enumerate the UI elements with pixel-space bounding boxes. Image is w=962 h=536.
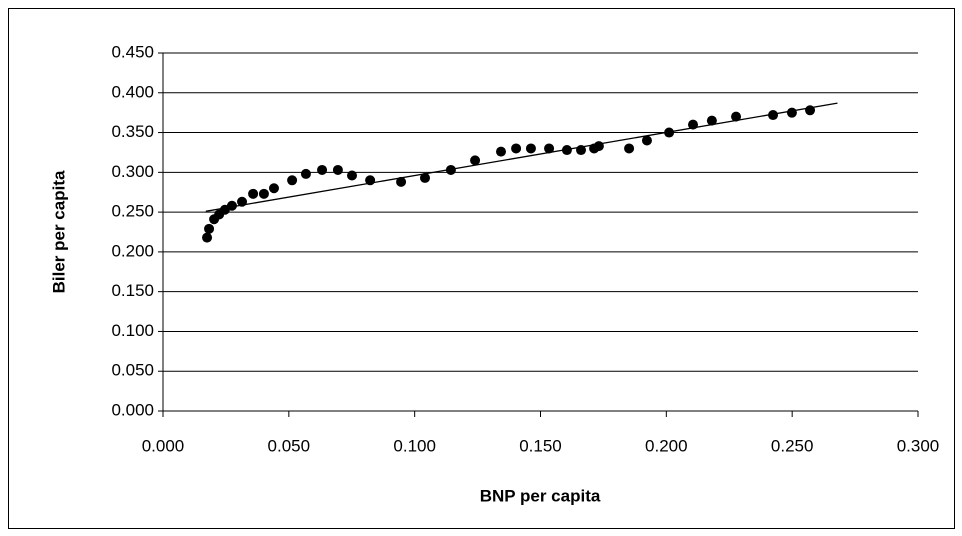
point [624,143,635,154]
y-tick-label: 0.150 [111,281,154,300]
chart-border [8,8,955,529]
point [396,176,407,187]
point [768,110,779,121]
point [204,223,215,234]
point [237,196,248,207]
point [300,168,311,179]
x-axis-title: BNP per capita [480,486,601,505]
y-axis-title: Biler per capita [49,170,68,293]
point [419,172,430,183]
point [226,200,237,211]
point [445,164,456,175]
y-tick-label: 0.250 [111,202,154,221]
point [268,183,279,194]
point [664,127,675,138]
point [365,175,376,186]
point [525,143,536,154]
y-tick-label: 0.400 [111,82,154,101]
point [317,164,328,175]
point [544,143,555,154]
point [561,145,572,156]
point [706,115,717,126]
point [731,111,742,122]
x-tick-label: 0.050 [268,436,311,455]
y-tick-label: 0.000 [111,400,154,419]
x-tick-label: 0.250 [771,436,814,455]
x-tick-label: 0.000 [142,436,185,455]
y-tick-label: 0.200 [111,241,154,260]
point [805,105,816,116]
x-tick-label: 0.300 [897,436,940,455]
point [202,232,213,243]
point [576,145,587,156]
point [786,107,797,118]
point [470,155,481,166]
x-tick-label: 0.200 [645,436,688,455]
point [511,143,522,154]
point [248,188,259,199]
point [332,164,343,175]
point [495,146,506,157]
point [641,135,652,146]
y-tick-label: 0.350 [111,122,154,141]
point [593,141,604,152]
point [347,170,358,181]
y-tick-label: 0.300 [111,162,154,181]
point [688,119,699,130]
x-tick-label: 0.150 [519,436,562,455]
y-tick-label: 0.050 [111,361,154,380]
point [287,175,298,186]
y-tick-label: 0.100 [111,321,154,340]
trendline [205,102,838,212]
point [258,188,269,199]
y-tick-label: 0.450 [111,42,154,61]
x-tick-label: 0.100 [393,436,436,455]
